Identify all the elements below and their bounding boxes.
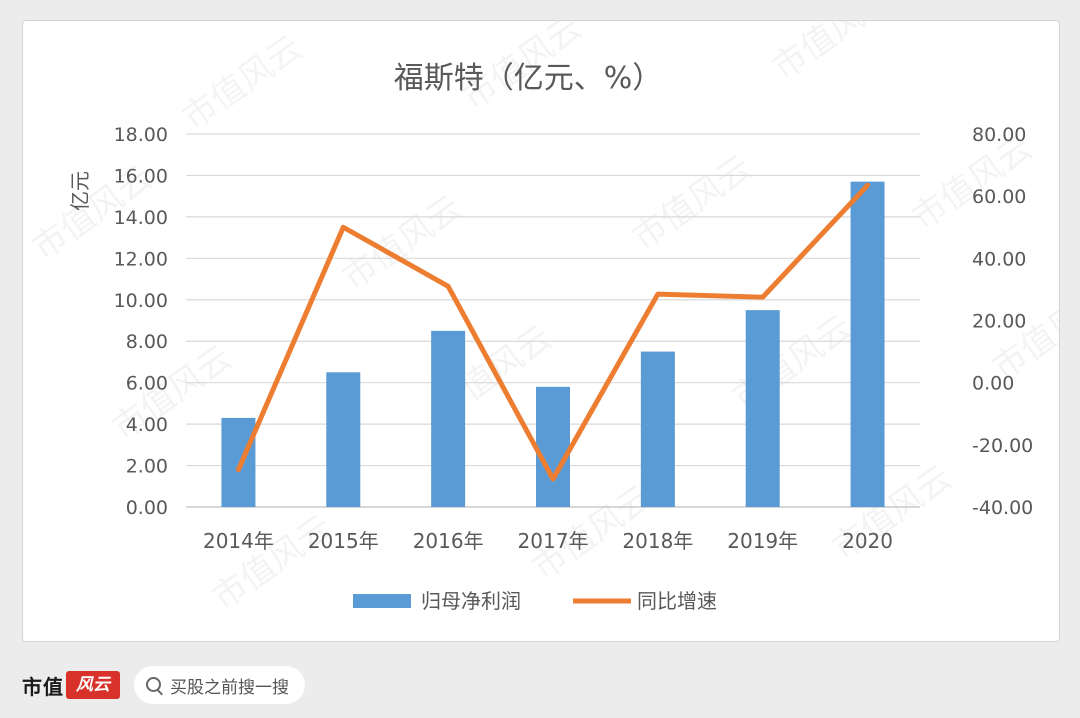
left-axis-ticks: 0.00 2.00 4.00 6.00 8.00 10.00 12.00 14.00 16.00… xyxy=(114,124,168,519)
brand-name: 市值 xyxy=(22,674,64,699)
chart-canvas: 市值风云市值风云市值风云市值风云市值风云市值风云市值风云市值风云市值风云市值风云… xyxy=(25,21,1059,619)
legend-label-bar: 归母净利润 xyxy=(421,589,521,613)
y2-tick-label-4: 40.00 xyxy=(972,248,1026,270)
y2-tick-label-6: 80.00 xyxy=(972,124,1026,146)
y-tick-label-9: 18.00 xyxy=(114,124,168,146)
legend-label-line: 同比增速 xyxy=(637,589,717,613)
bar-0 xyxy=(221,417,256,507)
legend: 归母净利润 同比增速 xyxy=(353,589,717,613)
search-placeholder: 买股之前搜一搜 xyxy=(170,677,289,698)
y2-tick-label-2: 0.00 xyxy=(972,373,1014,395)
x-tick-label-0: 2014年 xyxy=(203,529,274,553)
x-tick-label-5: 2019年 xyxy=(727,529,798,553)
y-axis-label: 亿元 xyxy=(68,171,92,211)
y-tick-label-5: 10.00 xyxy=(114,290,168,312)
x-axis-ticks: 2014年 2015年 2016年 2017年 2018年 2019年 2020 xyxy=(203,529,893,553)
bar-2 xyxy=(431,330,466,507)
x-tick-label-1: 2015年 xyxy=(308,529,379,553)
y2-tick-label-5: 60.00 xyxy=(972,186,1026,208)
legend-swatch-bar xyxy=(353,594,411,608)
bar-series xyxy=(221,181,885,507)
y-tick-label-4: 8.00 xyxy=(126,331,168,353)
x-tick-label-2: 2016年 xyxy=(413,529,484,553)
chart-title: 福斯特（亿元、%） xyxy=(394,61,663,96)
bar-1 xyxy=(326,372,361,507)
search-icon xyxy=(146,677,162,693)
y2-tick-label-3: 20.00 xyxy=(972,311,1026,333)
right-axis-ticks: -40.00 -20.00 0.00 20.00 40.00 60.00 80.00 xyxy=(972,124,1033,519)
bar-5 xyxy=(745,310,780,507)
y-tick-label-2: 4.00 xyxy=(126,414,168,436)
bar-3 xyxy=(536,386,570,507)
y-tick-label-1: 2.00 xyxy=(126,456,168,478)
bar-6 xyxy=(850,181,885,507)
x-tick-label-3: 2017年 xyxy=(518,529,589,553)
y-tick-label-3: 6.00 xyxy=(126,373,168,395)
y-tick-label-8: 16.00 xyxy=(114,165,168,187)
chart-frame: 市值风云市值风云市值风云市值风云市值风云市值风云市值风云市值风云市值风云市值风云… xyxy=(22,20,1060,642)
y-tick-label-0: 0.00 xyxy=(126,497,168,519)
x-tick-label-6: 2020 xyxy=(842,529,893,553)
bar-4 xyxy=(640,351,675,507)
line-series xyxy=(235,182,871,482)
y2-tick-label-1: -20.00 xyxy=(972,435,1033,457)
y-tick-label-7: 14.00 xyxy=(114,207,168,229)
y-tick-label-6: 12.00 xyxy=(114,248,168,270)
y2-tick-label-0: -40.00 xyxy=(972,497,1033,519)
search-box[interactable]: 买股之前搜一搜 xyxy=(134,666,305,704)
footer-bar: 市值 风云 买股之前搜一搜 xyxy=(0,652,1080,718)
brand-logo: 风云 xyxy=(66,671,120,699)
x-tick-label-4: 2018年 xyxy=(622,529,693,553)
